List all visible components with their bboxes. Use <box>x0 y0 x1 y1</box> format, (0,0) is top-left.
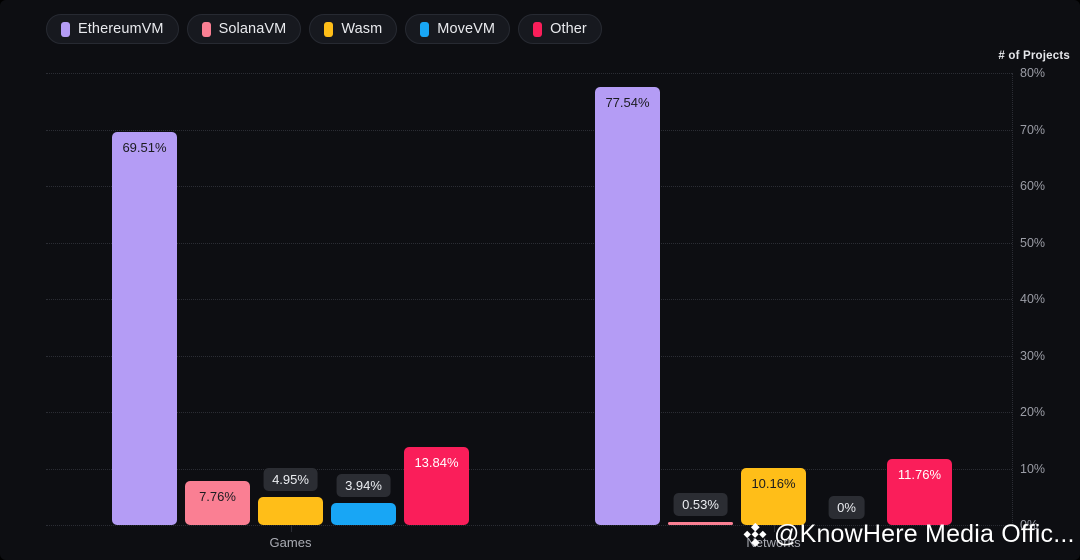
legend-item-label: EthereumVM <box>78 21 164 37</box>
gridline <box>46 412 1012 413</box>
square-swatch-icon <box>201 21 211 37</box>
bar-solanavm-networks[interactable] <box>668 522 733 525</box>
square-swatch-icon <box>533 21 543 37</box>
y-axis-tick: 30% <box>1020 348 1046 363</box>
plot-area: 80% 70% 60% 50% 40% 30% 20% 10% 0% 69.51% 7.76% 4.9… <box>46 66 1045 550</box>
square-swatch-icon <box>324 21 334 37</box>
legend-item-label: MoveVM <box>437 21 496 37</box>
legend-item-ethereumvm[interactable]: EthereumVM <box>46 14 179 44</box>
y-axis-tick: 80% <box>1020 66 1046 80</box>
x-axis-group-label: Networks <box>746 535 801 550</box>
legend-item-other[interactable]: Other <box>518 14 602 44</box>
bar-value-label: 11.76% <box>897 466 942 482</box>
bar-solanavm-games[interactable]: 7.76% <box>185 481 250 525</box>
bar-wasm-networks[interactable]: 10.16% <box>741 467 806 525</box>
legend-item-solanavm[interactable]: SolanaVM <box>186 14 302 44</box>
y-axis-tick: 40% <box>1020 292 1046 306</box>
gridline <box>46 186 1012 187</box>
y-axis-tick: 0% <box>1020 518 1039 532</box>
legend-item-label: Wasm <box>341 21 383 37</box>
gridline <box>46 129 1012 131</box>
bar-value-label: 10.16% <box>751 475 796 491</box>
square-swatch-icon <box>61 21 70 37</box>
bar-value-badge: 4.95% <box>263 468 318 492</box>
y-axis-tick: 20% <box>1020 405 1046 419</box>
bar-ethereumvm-networks[interactable]: 77.54% <box>595 86 660 525</box>
bar-value-badge: 0% <box>828 496 865 519</box>
bar-ethereumvm-games[interactable]: 69.51% <box>112 132 177 525</box>
y-axis-tick: 60% <box>1020 179 1046 193</box>
gridline <box>46 525 1012 526</box>
bar-value-badge: 3.94% <box>336 473 391 497</box>
x-axis-tick <box>773 525 775 532</box>
y-axis-title: # of Projects <box>998 50 1070 62</box>
square-swatch-icon <box>420 21 430 37</box>
bar-movevm-games[interactable] <box>331 502 396 525</box>
bar-value-label: 69.51% <box>122 140 167 156</box>
bar-value-label: 13.84% <box>414 454 459 470</box>
bar-value-label: 77.54% <box>605 94 650 110</box>
bar-other-games[interactable]: 13.84% <box>404 446 469 525</box>
gridline <box>46 299 1012 300</box>
legend-item-movevm[interactable]: MoveVM <box>405 14 511 44</box>
bar-value-label: 7.76% <box>199 489 236 505</box>
x-axis-group-label: Games <box>269 535 312 550</box>
legend-item-wasm[interactable]: Wasm <box>309 14 398 44</box>
y-axis-tick: 50% <box>1020 235 1046 250</box>
gridline <box>46 355 1012 357</box>
bar-value-badge: 0.53% <box>673 493 728 516</box>
x-axis-tick <box>290 525 292 532</box>
y-axis-tick: 10% <box>1020 461 1046 476</box>
bar-wasm-games[interactable] <box>258 497 323 525</box>
bar-other-networks[interactable]: 11.76% <box>887 458 952 525</box>
chart-legend: EthereumVM SolanaVM Wasm MoveVM Other <box>46 14 602 44</box>
legend-item-label: Other <box>550 21 587 37</box>
legend-item-label: SolanaVM <box>218 21 287 37</box>
gridline <box>46 468 1012 470</box>
y-axis-line <box>1012 73 1013 525</box>
y-axis-tick: 70% <box>1020 122 1046 137</box>
gridline <box>46 242 1012 244</box>
gridline <box>46 73 1012 74</box>
